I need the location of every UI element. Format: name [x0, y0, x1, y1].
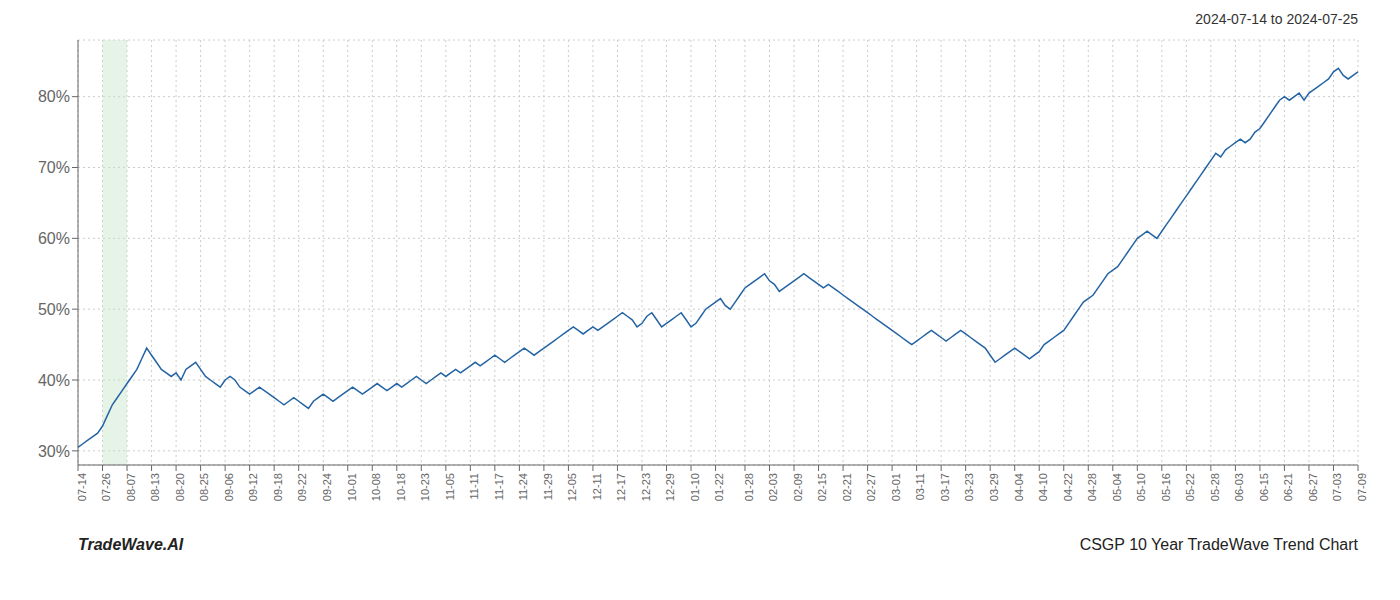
svg-text:02-27: 02-27	[865, 473, 877, 501]
svg-text:01-28: 01-28	[743, 473, 755, 501]
svg-text:09-06: 09-06	[223, 473, 235, 501]
svg-text:08-07: 08-07	[125, 473, 137, 501]
svg-text:07-14: 07-14	[76, 473, 88, 501]
svg-text:02-03: 02-03	[767, 473, 779, 501]
svg-text:03-17: 03-17	[939, 473, 951, 501]
svg-text:07-26: 07-26	[100, 473, 112, 501]
svg-text:09-24: 09-24	[321, 473, 333, 501]
svg-text:11-24: 11-24	[517, 473, 529, 500]
svg-text:10-23: 10-23	[419, 473, 431, 501]
svg-text:04-28: 04-28	[1086, 473, 1098, 501]
svg-text:04-10: 04-10	[1037, 473, 1049, 501]
svg-text:11-17: 11-17	[493, 473, 505, 500]
svg-text:01-22: 01-22	[713, 473, 725, 501]
svg-text:11-29: 11-29	[542, 473, 554, 500]
html-text:2024-07-14 to 2024-07-25: 2024-07-14 to 2024-07-25	[1195, 11, 1358, 27]
svg-text:11-11: 11-11	[468, 473, 480, 500]
svg-text:02-09: 02-09	[792, 473, 804, 501]
svg-text:70%: 70%	[38, 159, 70, 176]
svg-text:04-04: 04-04	[1013, 473, 1025, 501]
svg-text:12-23: 12-23	[640, 473, 652, 501]
html-text:CSGP 10 Year TradeWave Trend C: CSGP 10 Year TradeWave Trend Chart	[1079, 536, 1358, 553]
svg-text:06-03: 06-03	[1233, 473, 1245, 501]
svg-text:08-25: 08-25	[198, 473, 210, 501]
svg-text:12-17: 12-17	[615, 473, 627, 501]
svg-text:12-29: 12-29	[664, 473, 676, 501]
svg-text:09-22: 09-22	[296, 473, 308, 501]
svg-text:80%: 80%	[38, 88, 70, 105]
svg-text:50%: 50%	[38, 301, 70, 318]
svg-text:05-10: 05-10	[1135, 473, 1147, 501]
svg-text:05-16: 05-16	[1160, 473, 1172, 501]
svg-text:30%: 30%	[38, 443, 70, 460]
svg-text:02-21: 02-21	[841, 473, 853, 501]
svg-text:08-13: 08-13	[149, 473, 161, 501]
html-text:TradeWave.AI: TradeWave.AI	[78, 536, 184, 553]
svg-text:03-11: 03-11	[914, 473, 926, 500]
svg-text:07-09: 07-09	[1356, 473, 1368, 501]
svg-text:06-21: 06-21	[1282, 473, 1294, 501]
svg-text:02-15: 02-15	[816, 473, 828, 501]
svg-text:60%: 60%	[38, 230, 70, 247]
svg-text:06-15: 06-15	[1258, 473, 1270, 501]
svg-text:09-18: 09-18	[272, 473, 284, 501]
svg-text:05-04: 05-04	[1111, 473, 1123, 501]
svg-text:11-05: 11-05	[444, 473, 456, 500]
svg-text:09-12: 09-12	[247, 473, 259, 501]
svg-text:03-29: 03-29	[988, 473, 1000, 501]
svg-text:04-22: 04-22	[1062, 473, 1074, 501]
svg-text:05-22: 05-22	[1184, 473, 1196, 501]
svg-text:40%: 40%	[38, 372, 70, 389]
svg-text:10-18: 10-18	[395, 473, 407, 501]
svg-text:10-01: 10-01	[346, 473, 358, 501]
svg-text:03-23: 03-23	[963, 473, 975, 501]
svg-text:06-27: 06-27	[1307, 473, 1319, 501]
svg-text:05-28: 05-28	[1209, 473, 1221, 501]
svg-text:08-20: 08-20	[174, 473, 186, 501]
svg-text:12-11: 12-11	[591, 473, 603, 500]
svg-text:10-08: 10-08	[370, 473, 382, 501]
svg-text:03-01: 03-01	[890, 473, 902, 501]
svg-text:12-05: 12-05	[566, 473, 578, 501]
svg-text:07-03: 07-03	[1331, 473, 1343, 501]
svg-text:01-10: 01-10	[689, 473, 701, 501]
